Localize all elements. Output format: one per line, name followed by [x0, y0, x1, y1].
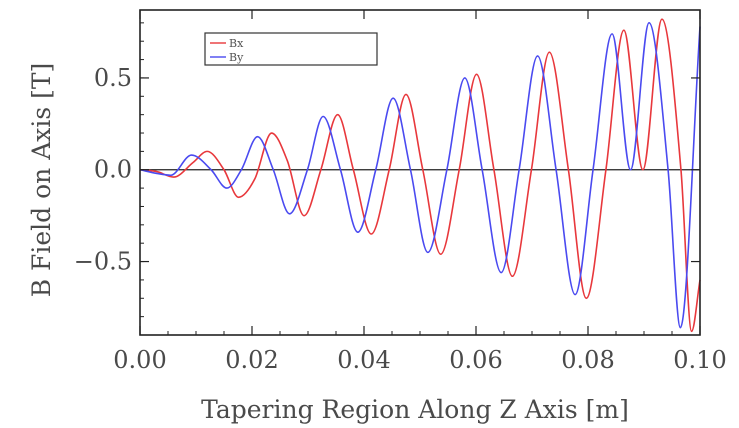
axis-layer: 0.00 0.02 0.04 0.06 0.08 0.10 −0.5 0.0 0.5 [74, 9, 727, 374]
x-axis-title: Tapering Region Along Z Axis [m] [201, 395, 629, 424]
y-tick-label: 0.0 [94, 156, 132, 184]
y-tick-label: 0.5 [94, 64, 132, 92]
y-tick-label: −0.5 [74, 248, 132, 276]
legend-label-by: By [229, 51, 244, 64]
x-tick-label: 0.06 [449, 346, 502, 374]
x-tick-label: 0.04 [337, 346, 390, 374]
x-tick-label: 0.00 [113, 346, 166, 374]
series-bx-line [139, 18, 701, 333]
x-tick-label: 0.10 [673, 346, 726, 374]
legend-label-bx: Bx [229, 37, 244, 50]
plot-layer [139, 18, 701, 333]
x-tick-label: 0.08 [561, 346, 614, 374]
series-by-line [139, 22, 701, 329]
y-axis-title: B Field on Axis [T] [27, 63, 56, 298]
legend-box [204, 32, 378, 66]
x-tick-label: 0.02 [225, 346, 278, 374]
